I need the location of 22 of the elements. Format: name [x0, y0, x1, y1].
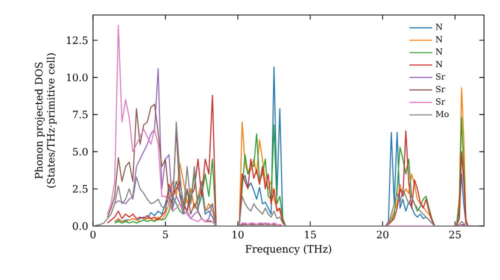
x-axis-title: Frequency (THz)	[246, 244, 332, 255]
y-axis-title: Phonon projected DOS (States/THz·primitive cell)	[34, 53, 57, 188]
y-tick-label: 2.5	[72, 185, 88, 193]
legend-label: Mo	[436, 110, 449, 118]
legend-label: Sr	[436, 73, 446, 80]
legend-label: N	[436, 48, 442, 55]
y-tick-label: 10.0	[66, 74, 88, 82]
legend-label: N	[436, 24, 442, 30]
x-tick-label: 25	[449, 230, 461, 238]
legend-label: Sr	[436, 86, 446, 92]
legend-label: Sr	[436, 98, 446, 105]
x-tick-label: 20	[376, 230, 388, 238]
y-tick-label: 5.0	[73, 148, 88, 156]
x-tick-label: 5	[163, 230, 168, 238]
y-tick-label: 7.5	[73, 110, 88, 118]
y-tick-label: 12.5	[66, 36, 88, 44]
x-tick-label: 10	[232, 230, 244, 238]
y-tick-label: 0.0	[72, 222, 88, 230]
x-tick-label: 0	[90, 230, 96, 238]
legend-label: N	[436, 60, 442, 68]
legend-label: N	[436, 36, 442, 42]
x-tick-label: 15	[305, 230, 316, 238]
